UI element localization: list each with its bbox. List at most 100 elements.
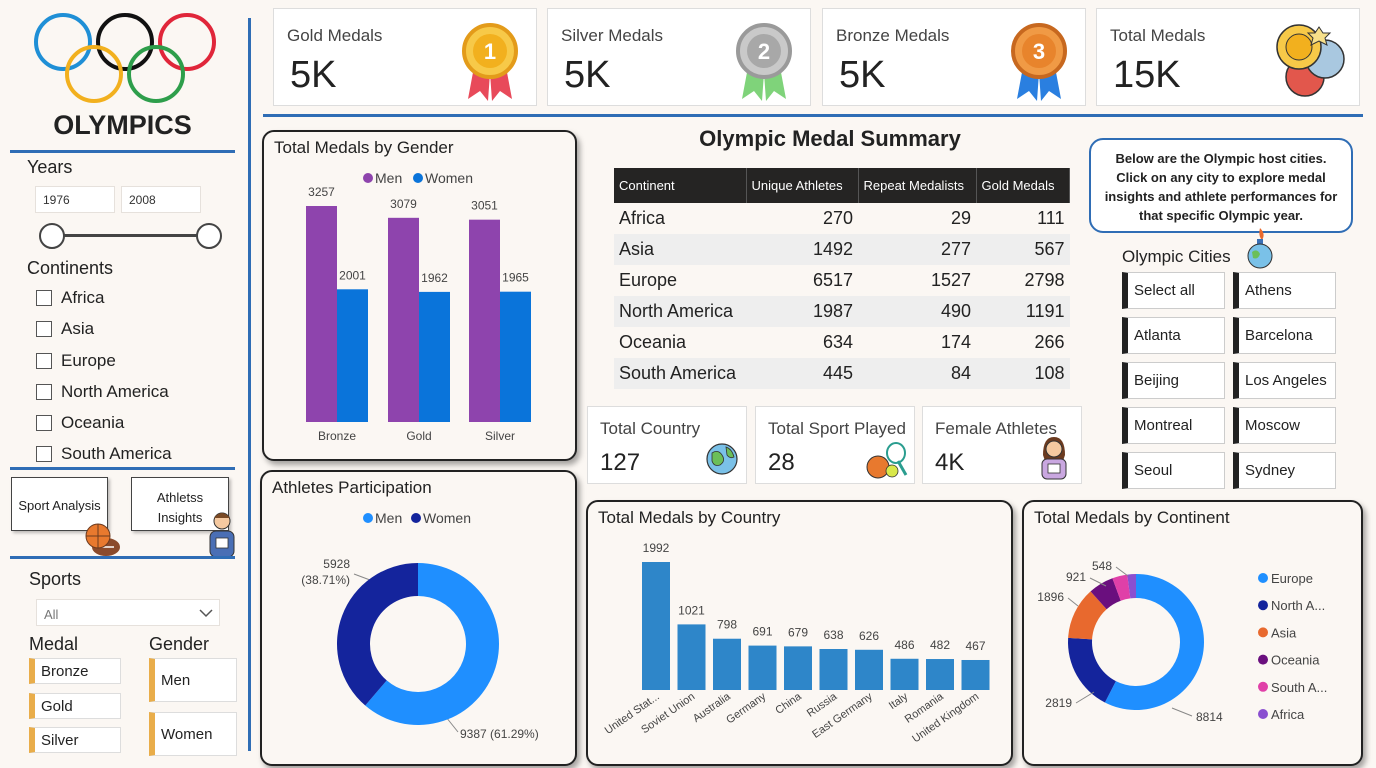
country-chart-panel: Total Medals by Country 1992 United Stat.… [586,500,1013,766]
x-tick-label: United Kingdom [910,691,981,746]
sidebar-divider-top [10,150,235,153]
year-slider-end-handle[interactable] [196,223,222,249]
checkbox[interactable] [36,321,52,337]
slice-north-a [1068,637,1116,703]
participation-donut-chart[interactable]: Men Women 5928 (38.71%) 9387 (61.29%) [262,472,575,764]
x-tick-label: China [773,690,804,717]
checkbox[interactable] [36,290,52,306]
medal-chip-bronze[interactable]: Bronze [29,658,121,684]
sport-analysis-button[interactable]: Sport Analysis [11,477,108,531]
data-label: 1965 [502,271,529,285]
year-slider-start-handle[interactable] [39,223,65,249]
host-cities-info: Below are the Olympic host cities. Click… [1089,138,1353,233]
continent-checkbox-north-america[interactable]: North America [36,381,169,403]
sidebar-divider [248,18,251,751]
bar-men-silver [469,219,500,422]
x-tick-label: Bronze [318,429,356,443]
svg-text:3: 3 [1033,39,1045,64]
data-label: 3257 [308,185,335,199]
legend-dot-men [363,173,373,183]
bar-italy [890,658,919,690]
legend-label-women: Women [423,510,471,526]
ring-red [158,13,216,71]
ring-yellow [65,45,123,103]
data-label: 1992 [643,541,670,555]
col-header-unique-athletes[interactable]: Unique Athletes [746,168,859,203]
legend-dot-north-a [1258,600,1268,611]
gender-chip-women[interactable]: Women [149,712,237,756]
city-montreal[interactable]: Montreal [1122,407,1225,444]
legend-label: Africa [1271,707,1305,722]
globe-icon [706,443,738,475]
year-slider-track[interactable] [52,234,208,237]
year-from-input[interactable]: 1976 [35,186,115,213]
checkbox[interactable] [36,446,52,462]
legend-label: South A... [1271,680,1327,695]
data-label: 2001 [339,268,366,282]
athlete-icon [209,512,235,558]
city-select-all[interactable]: Select all [1122,272,1225,309]
data-label: 638 [823,628,843,642]
data-label: 626 [859,629,879,643]
city-moscow[interactable]: Moscow [1233,407,1336,444]
kpi-bronze-medals: Bronze Medals 5K 3 [822,8,1086,106]
svg-text:2: 2 [758,39,770,64]
sports-label: Sports [29,569,82,589]
bar-east-germany [855,649,883,690]
city-barcelona[interactable]: Barcelona [1233,317,1336,354]
slice-europe [1104,574,1204,710]
city-atlanta[interactable]: Atlanta [1122,317,1225,354]
participation-panel: Athletes Participation Men Women 5928 (3… [260,470,577,766]
bar-men-bronze [306,206,337,422]
table-row[interactable]: North America 1987 490 1191 [614,296,1070,327]
medal-chip-silver[interactable]: Silver [29,727,121,753]
table-row[interactable]: Asia 1492 277 567 [614,234,1070,265]
city-los-angeles[interactable]: Los Angeles [1233,362,1336,399]
women-value-label: 5928 [323,557,350,571]
legend-dot-asia [1258,627,1268,638]
legend-label: Oceania [1271,653,1320,668]
continent-checkbox-africa[interactable]: Africa [36,287,104,309]
ring-black [96,13,154,71]
continent-checkbox-europe[interactable]: Europe [36,350,116,372]
slice-men [365,563,499,725]
data-label: 679 [788,625,808,639]
years-label: Years [27,157,73,177]
table-row[interactable]: Africa 270 29 111 [619,208,1065,228]
city-seoul[interactable]: Seoul [1122,452,1225,489]
continent-checkbox-oceania[interactable]: Oceania [36,412,124,434]
gender-chip-men[interactable]: Men [149,658,237,702]
checkbox[interactable] [36,415,52,431]
data-label: 486 [894,638,914,652]
athletes-insights-button[interactable]: Athletss Insights [131,477,229,531]
year-to-input[interactable]: 2008 [121,186,201,213]
col-header-repeat-medalists[interactable]: Repeat Medalists [858,168,977,203]
col-header-gold-medals[interactable]: Gold Medals [976,168,1070,203]
medal-chip-gold[interactable]: Gold [29,693,121,719]
continent-checkbox-asia[interactable]: Asia [36,318,94,340]
data-label: 1962 [421,271,448,285]
city-athens[interactable]: Athens [1233,272,1336,309]
men-value-label: 9387 (61.29%) [460,727,539,741]
city-sydney[interactable]: Sydney [1233,452,1336,489]
sports-dropdown[interactable]: All [36,599,220,626]
table-row[interactable]: South America 445 84 108 [614,358,1070,389]
city-beijing[interactable]: Beijing [1122,362,1225,399]
data-label: 482 [930,638,950,652]
leader-line [1115,566,1129,577]
female-athlete-icon [1041,437,1067,480]
checkbox[interactable] [36,384,52,400]
continent-checkbox-south-america[interactable]: South America [36,443,172,465]
checkbox[interactable] [36,353,52,369]
col-header-continent[interactable]: Continent [614,168,747,203]
slice-oceania [1090,578,1121,610]
data-label: 921 [1066,570,1086,584]
table-row[interactable]: Oceania 634 174 266 [619,332,1065,352]
olympic-cities-title: Olympic Cities [1122,247,1231,266]
bar-romania [926,659,954,690]
gender-bar-chart[interactable]: Men Women 3257 2001 Bronze 3079 1962 Gold 3051… [264,132,575,459]
table-row[interactable]: Europe 6517 1527 2798 [619,270,1065,290]
x-tick-label: Germany [724,690,768,726]
